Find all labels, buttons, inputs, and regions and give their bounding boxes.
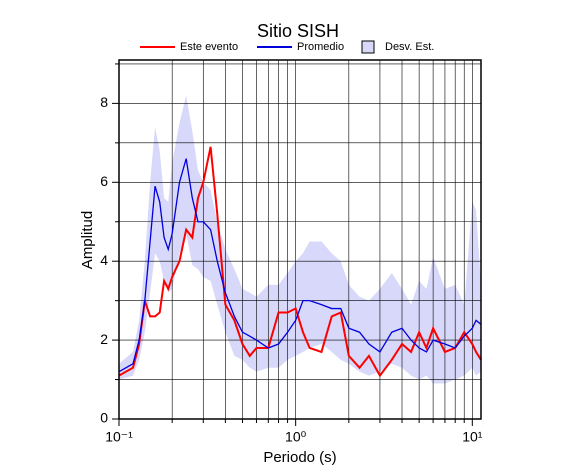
chart-title: Sitio SISH: [257, 21, 339, 41]
legend-label: Desv. Est.: [385, 41, 434, 53]
x-tick-label: 10¹: [462, 429, 483, 445]
x-tick-label: 10⁻¹: [105, 429, 133, 445]
std-band: [119, 95, 481, 384]
x-axis-label: Periodo (s): [263, 449, 336, 466]
legend-label: Este evento: [180, 41, 238, 53]
data-line: [118, 158, 482, 373]
legend-label: Promedio: [297, 41, 344, 53]
y-tick-label: 4: [100, 252, 108, 268]
y-tick-label: 0: [100, 410, 108, 426]
y-tick-label: 6: [100, 173, 108, 189]
y-tick-label: 8: [100, 94, 108, 110]
legend-swatch: [361, 40, 375, 54]
plot-frame: [118, 59, 482, 420]
x-tick-label: 10⁰: [285, 429, 307, 445]
y-tick-label: 2: [100, 331, 108, 347]
data-line: [118, 146, 482, 378]
y-axis-label: Amplitud: [79, 211, 96, 269]
